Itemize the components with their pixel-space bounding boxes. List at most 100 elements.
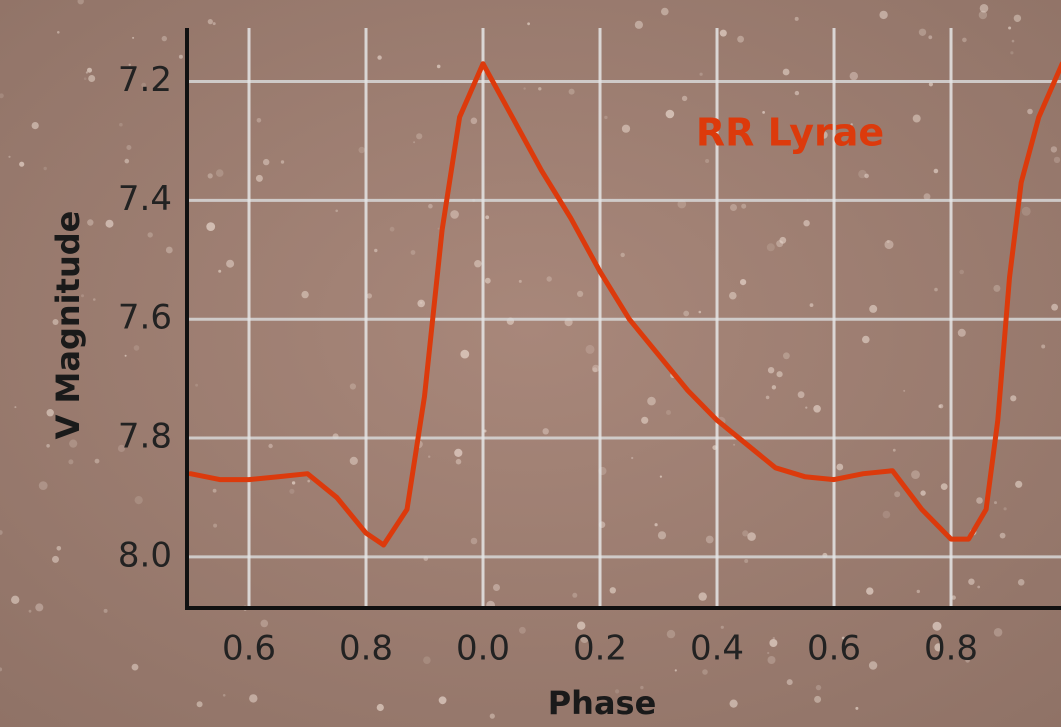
star — [667, 630, 675, 638]
x-tick-label: 0.6 — [222, 629, 276, 669]
star — [805, 407, 807, 409]
x-axis-label: Phase — [548, 684, 657, 722]
star — [39, 481, 48, 490]
star — [813, 405, 821, 413]
star — [968, 579, 974, 585]
background — [0, 0, 1061, 727]
star — [46, 444, 50, 448]
star — [814, 696, 821, 703]
star — [779, 237, 786, 244]
star — [666, 110, 675, 119]
star — [621, 253, 625, 257]
star — [417, 300, 425, 308]
star — [14, 406, 16, 408]
y-tick-label: 7.2 — [118, 60, 172, 100]
star — [1054, 157, 1060, 163]
y-axis-label: V Magnitude — [49, 211, 87, 440]
star — [213, 524, 217, 528]
star — [777, 371, 783, 377]
star — [197, 701, 203, 707]
star — [256, 175, 263, 182]
star — [411, 250, 416, 255]
star — [439, 696, 447, 704]
star — [268, 444, 272, 448]
star — [747, 532, 756, 541]
star — [135, 496, 143, 504]
star — [19, 162, 24, 167]
star — [1051, 146, 1057, 152]
star — [661, 8, 669, 16]
star — [84, 77, 87, 80]
star — [934, 169, 939, 174]
star — [87, 68, 92, 73]
star — [423, 656, 431, 664]
x-tick-label: 0.8 — [924, 629, 978, 669]
star — [744, 559, 748, 563]
star — [631, 457, 633, 459]
star — [281, 160, 284, 163]
y-tick-label: 7.4 — [118, 179, 172, 219]
star — [125, 355, 127, 357]
star — [920, 490, 925, 495]
star — [772, 385, 776, 389]
star — [519, 627, 526, 634]
star — [994, 628, 1003, 637]
y-tick-label: 7.6 — [118, 298, 172, 338]
star — [941, 483, 948, 490]
star — [903, 390, 905, 392]
star — [577, 291, 583, 297]
star — [795, 17, 799, 21]
star — [730, 204, 737, 211]
star — [438, 228, 440, 230]
star — [787, 679, 793, 685]
star — [1051, 304, 1058, 311]
star — [928, 35, 932, 39]
star — [456, 459, 462, 465]
star — [1022, 207, 1031, 216]
star — [57, 31, 60, 34]
star — [32, 122, 39, 129]
star — [359, 147, 365, 153]
star — [741, 204, 746, 209]
star — [658, 531, 666, 539]
star — [869, 661, 877, 669]
star — [1010, 51, 1013, 54]
star — [474, 260, 481, 267]
star — [962, 38, 967, 43]
star — [52, 556, 59, 563]
star — [208, 19, 213, 24]
star — [460, 350, 469, 359]
star — [87, 219, 93, 225]
star — [683, 311, 689, 317]
star — [95, 459, 100, 464]
star — [263, 159, 269, 165]
star — [938, 405, 941, 408]
star — [1015, 481, 1022, 488]
star — [1010, 395, 1016, 401]
star — [883, 511, 891, 519]
star — [699, 311, 702, 314]
star — [976, 497, 983, 504]
star — [768, 656, 776, 664]
x-tick-label: 0.0 — [456, 629, 510, 669]
star — [547, 276, 552, 281]
star — [700, 73, 703, 76]
star — [858, 170, 866, 178]
star — [705, 159, 709, 163]
star — [855, 707, 858, 710]
star — [836, 464, 843, 471]
star — [307, 480, 310, 483]
star — [377, 55, 381, 59]
star — [604, 116, 607, 119]
star — [767, 652, 769, 654]
star — [706, 536, 714, 544]
star — [894, 491, 900, 497]
star — [523, 87, 525, 89]
star — [29, 610, 32, 613]
star — [126, 145, 131, 150]
x-tick-label: 0.6 — [807, 629, 861, 669]
star — [148, 232, 153, 237]
star — [816, 685, 821, 690]
star — [437, 65, 441, 69]
star — [289, 489, 294, 494]
